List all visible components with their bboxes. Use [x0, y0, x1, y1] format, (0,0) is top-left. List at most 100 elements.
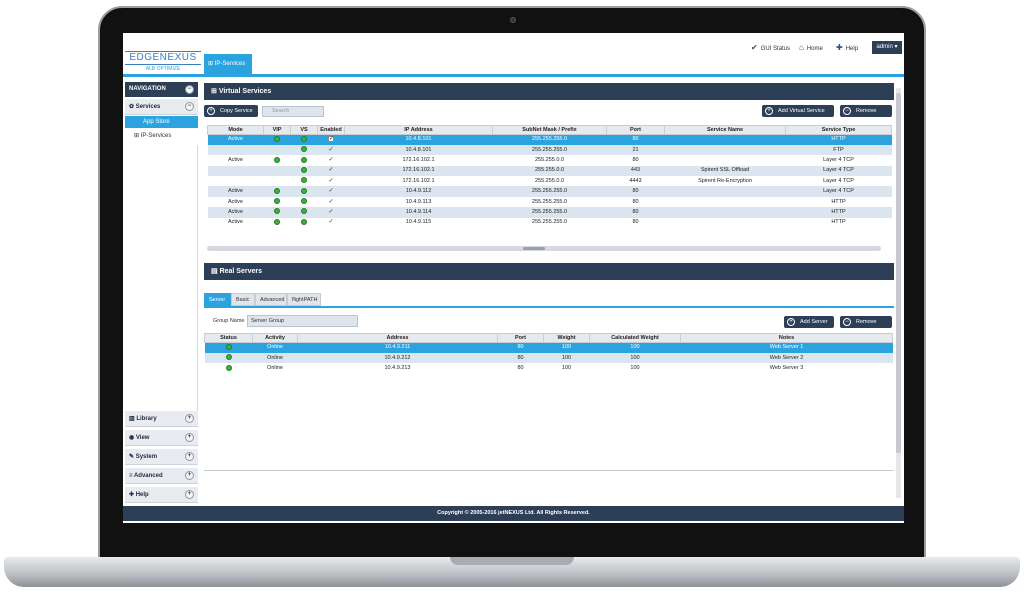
nav-home[interactable]: ⌂ Home [799, 42, 823, 54]
column-header[interactable]: Port [497, 333, 544, 343]
table-row[interactable]: Online 10.4.9.212 80 100 100 Web Server 2 [204, 352, 893, 364]
copy-service-button[interactable]: + Copy Service [204, 105, 258, 117]
checkmark-icon[interactable]: ✓ [328, 146, 334, 153]
service-type-cell: Layer 4 TCP [823, 156, 854, 163]
activity-cell: Online [252, 352, 298, 364]
enabled-cell[interactable]: ✓ [317, 207, 345, 218]
column-header[interactable]: Status [204, 333, 253, 343]
scrollbar-thumb[interactable] [523, 247, 545, 250]
column-header[interactable]: Port [606, 125, 665, 135]
table-row[interactable]: Active ✓ 10.4.9.113 255.255.255.0 80 HTTP [208, 197, 892, 207]
section-title: Real Servers [219, 268, 262, 275]
group-name-input[interactable]: Server Group [247, 315, 358, 327]
sidebar-item-system[interactable]: ✎ System + [125, 449, 198, 465]
sidebar-item-library[interactable]: ▥ Library + [125, 411, 198, 427]
sidebar-item-app-store[interactable]: App Store [125, 116, 198, 128]
sidebar-item-ip-services[interactable]: ⊞ IP-Services [125, 130, 198, 142]
status-cell [205, 363, 253, 373]
checkmark-icon[interactable]: ✓ [328, 208, 334, 215]
enabled-cell[interactable]: ✓ [318, 218, 345, 228]
table-row[interactable]: Online 10.4.9.211 80 100 100 Web Server 1 [204, 342, 893, 353]
tabs-accent-line [204, 306, 894, 308]
search-input[interactable]: Search [262, 106, 324, 117]
enabled-cell[interactable]: ✓ [318, 155, 345, 165]
table-row[interactable]: Active ✓ 10.4.9.112 255.255.255.0 80 Layer 4 … [207, 186, 892, 197]
column-header[interactable]: Notes [680, 333, 893, 343]
tab-server[interactable]: Server [204, 293, 231, 306]
empty-cell [786, 228, 892, 238]
enabled-cell[interactable]: ✓ [318, 197, 345, 207]
nav-help[interactable]: ✚ Help [836, 42, 858, 54]
collapse-icon[interactable]: − [185, 102, 194, 111]
checkmark-icon[interactable]: ✓ [328, 156, 334, 163]
column-header[interactable]: IP Address [344, 125, 493, 135]
table-row[interactable]: Active ✓ 10.4.8.101 255.255.255.0 80 HTTP [207, 134, 892, 145]
sidebar-item-advanced[interactable]: ≡ Advanced + [125, 468, 198, 484]
remove-virtual-service-button[interactable]: − Remove [840, 105, 892, 117]
checkmark-icon[interactable]: ✓ [328, 188, 334, 195]
checkmark-icon[interactable]: ✓ [328, 167, 334, 174]
table-row[interactable]: Online 10.4.9.213 80 100 100 Web Server 3 [205, 363, 893, 373]
collapse-icon[interactable]: − [185, 85, 194, 94]
column-header[interactable]: Service Type [785, 125, 892, 135]
checkmark-icon[interactable]: ✓ [328, 198, 334, 205]
enabled-cell[interactable]: ✓ [317, 144, 345, 156]
tab-flightpath[interactable]: flightPATH [287, 293, 321, 306]
column-header[interactable]: VIP [263, 125, 291, 135]
ip-cell: 172.16.102.1 [344, 165, 493, 177]
sidebar-item-help[interactable]: ✚ Help + [125, 487, 198, 503]
expand-icon[interactable]: + [185, 452, 194, 461]
column-header[interactable]: Activity [252, 333, 298, 343]
service-type-cell: FTP [785, 144, 892, 156]
column-header[interactable]: Calculated Weight [589, 333, 681, 343]
tab-ip-services[interactable]: ⊞ IP-Services [204, 54, 252, 74]
table-row[interactable]: Active ✓ 10.4.9.115 255.255.255.0 80 HTTP [208, 218, 892, 228]
enabled-cell[interactable]: ✓ [317, 134, 345, 145]
tab-advanced[interactable]: Advanced [255, 293, 287, 306]
expand-icon[interactable]: + [185, 414, 194, 423]
logo-tagline: ALB OPTIMIZE [145, 66, 181, 72]
sidebar-item-view[interactable]: ◉ View + [125, 430, 198, 446]
table-row[interactable]: Active ✓ 10.4.9.114 255.255.255.0 80 HTTP [207, 207, 892, 218]
nav-label: GUI Status [760, 46, 791, 52]
status-dot-icon [225, 354, 232, 361]
checkmark-icon[interactable]: ✓ [328, 219, 334, 226]
vip-cell [263, 144, 291, 156]
column-header[interactable]: Enabled [317, 125, 345, 135]
checkmark-icon[interactable]: ✓ [328, 177, 334, 184]
empty-row [208, 228, 892, 238]
remove-server-button[interactable]: − Remove [840, 316, 892, 328]
copy-icon: + [207, 107, 215, 115]
add-server-button[interactable]: + Add Server [784, 316, 834, 328]
table-row[interactable]: ✓ 172.16.102.1 255.255.0.0 4443 Spirent Re-E… [208, 176, 892, 186]
tab-basic[interactable]: Basic [231, 293, 255, 306]
button-label: Add Virtual Service [778, 108, 825, 114]
add-virtual-service-button[interactable]: + Add Virtual Service [762, 105, 834, 117]
expand-icon[interactable]: + [185, 433, 194, 442]
gear-icon: ✿ [129, 104, 136, 110]
nav-gui-status[interactable]: ✔ GUI Status [751, 42, 790, 54]
column-header[interactable]: VS [290, 125, 318, 135]
user-menu[interactable]: admin ▾ [872, 41, 902, 54]
enabled-cell[interactable]: ✓ [318, 176, 345, 186]
column-header[interactable]: Service Name [664, 125, 786, 135]
table-row[interactable]: ✓ 172.16.102.1 255.255.0.0 443 Spirent SSL O… [207, 165, 892, 177]
real-servers-header: ▤ Real Servers [204, 263, 894, 280]
column-header[interactable]: Weight [543, 333, 590, 343]
sidebar-item-services[interactable]: ✿ Services − [125, 99, 198, 115]
table-row[interactable]: Active ✓ 172.16.102.1 255.255.0.0 80 Layer 4 … [208, 155, 892, 165]
column-header[interactable]: Mode [207, 125, 264, 135]
nav-label: Help [845, 46, 859, 52]
column-header[interactable]: SubNet Mask / Prefix [492, 125, 607, 135]
enabled-cell[interactable]: ✓ [317, 186, 345, 197]
scrollbar-thumb[interactable] [896, 93, 901, 453]
column-header[interactable]: Address [297, 333, 498, 343]
checkbox-icon[interactable]: ✓ [328, 135, 335, 142]
table-row[interactable]: ✓ 10.4.8.101 255.255.255.0 21 FTP [207, 144, 892, 156]
expand-icon[interactable]: + [185, 471, 194, 480]
expand-icon[interactable]: + [185, 490, 194, 499]
vip-cell [263, 207, 291, 218]
enabled-cell[interactable]: ✓ [317, 165, 345, 177]
port-cell: 80 [497, 352, 544, 364]
